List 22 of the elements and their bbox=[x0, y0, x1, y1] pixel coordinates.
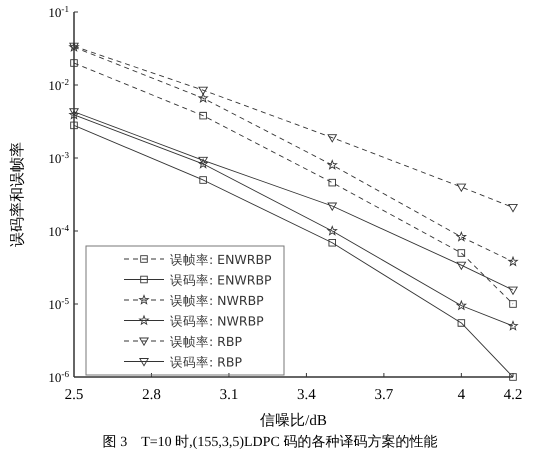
x-tick-label: 3.7 bbox=[374, 387, 394, 403]
y-tick-label: 10$^{-2}$ bbox=[48, 77, 70, 93]
y-tick-label: 10$^{-3}$ bbox=[48, 150, 70, 166]
y-tick-label: 10$^{-5}$ bbox=[48, 296, 70, 312]
x-tick-label: 4.2 bbox=[504, 387, 522, 403]
caption: 图 3 T=10 时,(155,3,5)LDPC 码的各种译码方案的性能 bbox=[102, 433, 438, 450]
legend-label: 误码率: RBP bbox=[170, 354, 242, 370]
y-axis-title: 误码率和误帧率 bbox=[9, 142, 26, 247]
x-tick-label: 3.1 bbox=[220, 387, 238, 403]
x-axis-title: 信噪比/dB bbox=[260, 412, 327, 429]
y-tick-label: 10$^{-4}$ bbox=[48, 223, 70, 239]
legend-label: 误帧率: ENWRBP bbox=[170, 252, 272, 267]
legend-label: 误码率: ENWRBP bbox=[170, 272, 272, 288]
x-tick-label: 2.5 bbox=[64, 387, 84, 403]
legend-label: 误帧率: NWRBP bbox=[170, 293, 264, 308]
legend-label: 误码率: NWRBP bbox=[170, 314, 264, 328]
y-tick-label: 10$^{-6}$ bbox=[48, 369, 70, 385]
y-tick-label: 10$^{-1}$ bbox=[48, 4, 69, 20]
x-tick-label: 4 bbox=[458, 387, 466, 403]
x-tick-label: 2.8 bbox=[142, 387, 161, 403]
legend-label: 误帧率: RBP bbox=[170, 334, 242, 349]
x-tick-label: 3.4 bbox=[297, 387, 316, 403]
